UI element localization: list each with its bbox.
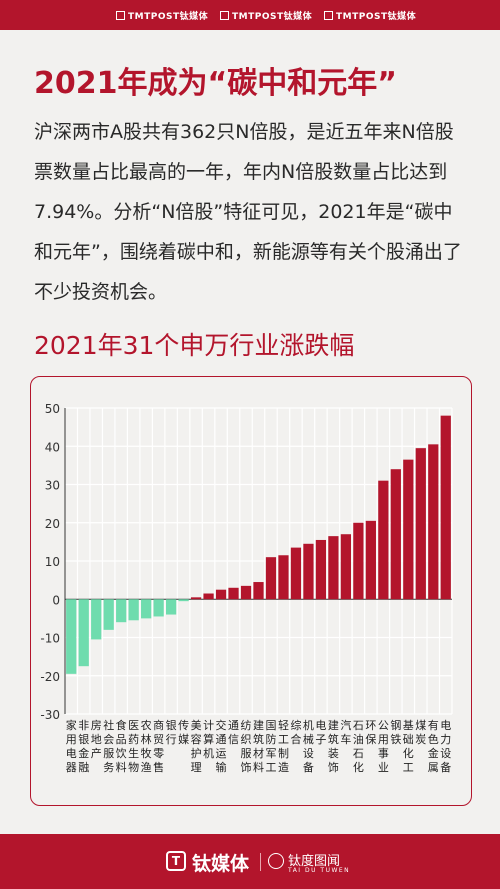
category-label: 机械设备 [303,718,314,774]
y-tick-label: -30 [40,708,60,722]
category-label: 汽车 [340,718,351,746]
chart-title: 2021年31个申万行业涨跌幅 [34,331,355,360]
y-tick-label: 30 [45,479,60,493]
footer-banner [0,834,500,889]
category-label: 煤炭 [415,719,426,746]
bar [103,599,114,630]
bar [440,415,451,600]
bar [253,582,264,600]
bar [365,520,376,600]
y-tick-label: 10 [45,555,60,569]
category-label: 公用事业 [378,719,389,774]
footer-brand-secondary: 钛度图闻 [288,854,341,869]
header-logo-3: TMTPOST钛媒体 [324,9,416,22]
category-label: 石油石化 [353,719,364,774]
bar [428,444,439,600]
category-label: 传媒 [178,719,189,746]
bar [78,599,89,667]
header-logo-text: TMTPOST钛媒体 [232,12,313,22]
bar-chart: 50 40 30 20 10 0 -10 -20 -30 家用电器非银金融房地产社会服务食品饮料医… [40,402,453,774]
category-label: 综合 [290,718,301,746]
body-paragraph: 沪深两市A股共有362只N倍股，是近五年来N倍股票数量占比最高的一年，年内N倍股… [34,121,462,303]
y-tick-label: 50 [45,402,60,416]
y-tick-label: 40 [45,440,60,454]
category-label: 建筑装饰 [328,718,339,774]
y-tick-label: 0 [52,593,60,607]
bar [240,585,252,600]
logo-mark-icon [220,11,229,20]
bar [290,547,302,600]
bar [378,480,389,600]
category-label: 计算机 [203,719,214,760]
bar [340,534,352,600]
bar [91,599,102,640]
bar [228,587,239,600]
category-label: 房地产 [91,719,102,760]
bar [415,448,426,600]
y-tick-label: -10 [40,632,60,646]
category-label: 交通运输 [216,718,227,774]
header-logo-text: TMTPOST钛媒体 [336,12,417,22]
bar [153,599,164,617]
bar [203,593,214,600]
header-logo-text: TMTPOST钛媒体 [128,12,209,22]
y-tick-label: -20 [40,670,60,684]
header-logo-2: TMTPOST钛媒体 [220,9,312,22]
bar [315,539,327,600]
chart-frame: 50 40 30 20 10 0 -10 -20 -30 家用电器 非银金融 房地产 社会服务 食品饮料医… [30,376,472,806]
category-label: 基础化工 [403,719,414,774]
bar [353,522,364,600]
logo-mark-icon [116,11,125,20]
footer-divider [260,853,261,871]
tudu-logo-icon [268,853,284,869]
bar [128,599,139,621]
category-label: 纺织服饰 [241,718,252,774]
bar [265,557,277,600]
category-label: 轻工制造 [278,718,289,774]
footer-brand-secondary-sub: TAI DU TUWEN [288,867,351,874]
bar [178,599,189,602]
category-label: 医药生物 [128,719,139,774]
top-banner: TMTPOST钛媒体 TMTPOST钛媒体 TMTPOST钛媒体 [0,0,500,30]
category-label: 家用电器 [66,718,77,774]
brand-logo-icon: T [166,851,186,871]
headline: 2021年成为“碳中和元年” [34,66,397,101]
category-label: 国防军工 [265,719,276,774]
category-label: 钢铁 [390,719,401,746]
category-label: 电子 [315,719,326,746]
category-label: 商贸零售 [153,718,164,774]
category-label: 通信 [228,719,239,746]
header-logo-1: TMTPOST钛媒体 [116,9,208,22]
category-label: 社会服务 [103,718,114,774]
category-label: 建筑材料 [253,718,264,774]
bar [190,597,202,600]
category-label: 有色金属 [428,718,439,774]
bar [278,555,289,600]
category-label: 环保 [365,719,376,746]
bar [66,599,77,674]
bar [390,469,401,600]
logo-mark-icon [324,11,333,20]
bar [215,589,227,600]
category-label: 食品饮料 [116,718,127,774]
category-label: 非银金融 [78,719,89,774]
y-tick-label: 20 [45,517,60,531]
bar [141,599,152,619]
bar [403,459,414,600]
bar [116,599,127,623]
category-label: 电力设备 [440,719,451,774]
footer-brand: 钛媒体 [192,853,250,875]
category-label: 美容护理 [191,719,202,774]
bar [165,599,177,615]
bar [328,536,339,600]
category-label: 农林牧渔 [141,718,152,774]
bar [303,543,314,600]
category-label: 银行 [166,718,177,746]
